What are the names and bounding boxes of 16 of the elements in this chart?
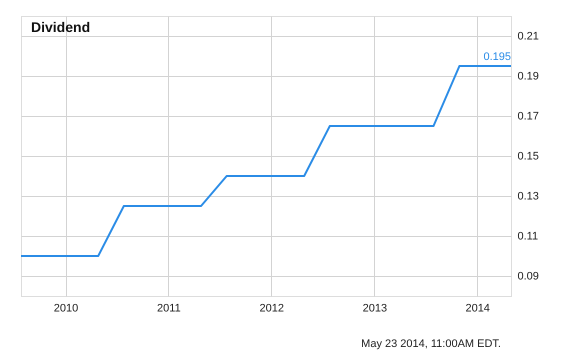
text: May 23 2014, 11:00AM EDT. bbox=[361, 338, 501, 350]
y-tick-label: 0.09 bbox=[518, 270, 539, 282]
x-tick-label: 2014 bbox=[465, 302, 490, 314]
x-tick-label: 2013 bbox=[362, 302, 388, 314]
x-tick-label: 2012 bbox=[259, 302, 284, 314]
x-tick-label: 2010 bbox=[54, 302, 78, 314]
y-tick-label: 0.19 bbox=[518, 70, 539, 82]
line-series bbox=[20, 65, 512, 257]
y-tick-label: 0.13 bbox=[518, 190, 539, 202]
y-tick-label: 0.21 bbox=[518, 30, 539, 42]
data-label: 0.195 bbox=[483, 51, 511, 63]
y-tick-label: 0.15 bbox=[518, 150, 539, 162]
x-tick-label: 2011 bbox=[157, 302, 181, 314]
y-tick-label: 0.17 bbox=[518, 110, 539, 122]
y-tick-label: 0.11 bbox=[518, 230, 538, 242]
chart-title: Dividend bbox=[31, 19, 90, 35]
